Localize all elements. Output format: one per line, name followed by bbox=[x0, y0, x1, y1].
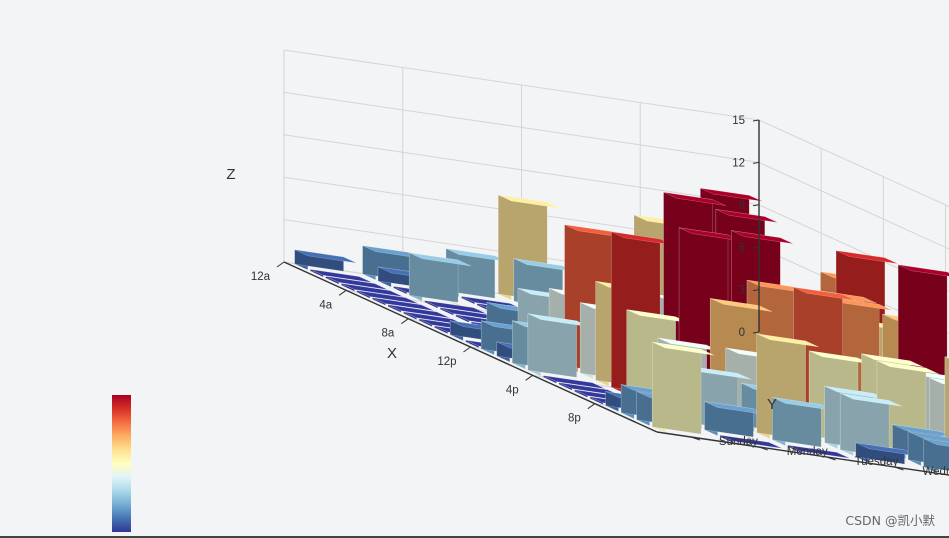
y-tick-mark bbox=[826, 456, 836, 461]
bar-sunday-4a[interactable] bbox=[356, 290, 419, 305]
bar-top-face bbox=[756, 333, 819, 348]
bar-side-face bbox=[923, 438, 949, 471]
bar-top-face bbox=[923, 438, 949, 447]
grid-line bbox=[758, 161, 949, 250]
bar-sunday-3p[interactable] bbox=[527, 313, 590, 378]
z-tick-label: 12 bbox=[732, 157, 745, 169]
bar-top-face bbox=[543, 375, 606, 390]
bar-monday-10p[interactable] bbox=[704, 401, 767, 438]
bar-top-face bbox=[372, 297, 435, 312]
bar-top-face bbox=[663, 192, 726, 206]
watermark-text: CSDN @凯小默 bbox=[845, 513, 935, 528]
bar-wednesday-11p[interactable] bbox=[855, 442, 918, 465]
y-tick-mark bbox=[758, 446, 768, 451]
bar-top-face bbox=[710, 298, 773, 312]
bar-top-face bbox=[793, 286, 856, 301]
x-tick-mark bbox=[525, 374, 533, 381]
bar-top-face bbox=[876, 360, 940, 375]
bar-side-face bbox=[651, 341, 702, 435]
bar-sunday-12a[interactable] bbox=[294, 249, 357, 272]
z-tick-mark bbox=[752, 204, 760, 207]
bar-sunday-5a[interactable] bbox=[372, 297, 435, 312]
bar-top-face bbox=[861, 353, 924, 368]
bar-top-face bbox=[715, 209, 778, 223]
bar-top-face bbox=[787, 444, 850, 459]
z-tick-mark bbox=[752, 119, 760, 122]
bar-top-face bbox=[898, 264, 949, 277]
x-tick-mark bbox=[276, 261, 285, 268]
x-tick-mark bbox=[463, 346, 471, 353]
x-axis-name: X bbox=[387, 345, 397, 362]
z-tick-mark bbox=[752, 331, 760, 334]
bar-sunday-5p[interactable] bbox=[558, 382, 622, 397]
x-tick-label: 8p bbox=[568, 413, 581, 425]
bar-tuesday-11p[interactable] bbox=[787, 444, 850, 459]
bar-top-face bbox=[929, 377, 949, 386]
bar-top-face bbox=[907, 431, 949, 442]
bar-side-face bbox=[944, 356, 949, 457]
bar-top-face bbox=[498, 194, 561, 209]
bar-sunday-4p[interactable] bbox=[543, 375, 606, 390]
bar-top-face bbox=[356, 290, 419, 305]
bar-top-face bbox=[409, 252, 472, 267]
bar-top-face bbox=[700, 187, 763, 202]
visual-map-legend[interactable] bbox=[112, 395, 131, 532]
bar-sunday-1a[interactable] bbox=[310, 269, 373, 283]
bar-top-face bbox=[310, 269, 373, 283]
bar-sunday-2a[interactable] bbox=[325, 276, 388, 290]
bar-top-face bbox=[652, 341, 715, 356]
z-tick-label: 0 bbox=[739, 327, 745, 339]
z-tick-label: 9 bbox=[739, 200, 745, 212]
bar-friday-8p[interactable] bbox=[944, 356, 949, 463]
y-tick-label: Wednesday bbox=[923, 466, 949, 478]
bar-monday-4a[interactable] bbox=[424, 300, 487, 315]
z-tick-mark bbox=[752, 161, 760, 164]
y-tick-label: Sunday bbox=[719, 436, 758, 448]
y-tick-mark bbox=[894, 466, 904, 471]
x-tick-label: 12a bbox=[251, 271, 271, 283]
bar-top-face bbox=[294, 249, 357, 264]
y-tick-label: Monday bbox=[787, 446, 828, 458]
bar-top-face bbox=[424, 300, 487, 315]
bar-sunday-3a[interactable] bbox=[341, 283, 404, 297]
bar-top-face bbox=[944, 356, 949, 359]
grid-line bbox=[758, 119, 949, 208]
bar-top-face bbox=[341, 283, 404, 297]
y-axis-name: Y bbox=[767, 396, 777, 413]
z-axis-name: Z bbox=[226, 166, 235, 183]
z-tick-label: 6 bbox=[739, 242, 745, 254]
bar-monday-3a[interactable] bbox=[408, 252, 472, 303]
y-tick-mark bbox=[690, 436, 701, 441]
x-tick-label: 4a bbox=[319, 299, 332, 311]
bar-top-face bbox=[835, 250, 899, 264]
z-tick-mark bbox=[752, 289, 760, 292]
bar-top-face bbox=[387, 304, 451, 319]
bar-sunday-6a[interactable] bbox=[387, 304, 451, 319]
z-tick-mark bbox=[752, 246, 760, 249]
x-tick-mark bbox=[401, 318, 409, 325]
y-tick-label: Tuesday bbox=[855, 456, 899, 468]
x-tick-label: 12p bbox=[437, 356, 456, 368]
bar-monday-11p[interactable] bbox=[719, 434, 783, 449]
x-tick-mark bbox=[338, 289, 347, 296]
bar-tuesday-10p[interactable] bbox=[772, 397, 835, 448]
bar-thursday-11p[interactable] bbox=[923, 438, 949, 475]
bar-top-face bbox=[731, 230, 794, 245]
x-tick-label: 8a bbox=[382, 328, 395, 340]
bottom-rule bbox=[0, 536, 949, 538]
bar-top-face bbox=[325, 276, 388, 290]
bar-sunday-11p[interactable] bbox=[651, 341, 715, 435]
z-tick-label: 3 bbox=[739, 285, 745, 297]
x-tick-label: 4p bbox=[506, 384, 519, 396]
bar-top-face bbox=[892, 424, 949, 438]
bar-top-face bbox=[840, 393, 903, 407]
z-tick-label: 15 bbox=[732, 115, 745, 127]
bar-top-face bbox=[719, 434, 783, 449]
x-tick-mark bbox=[587, 403, 596, 410]
